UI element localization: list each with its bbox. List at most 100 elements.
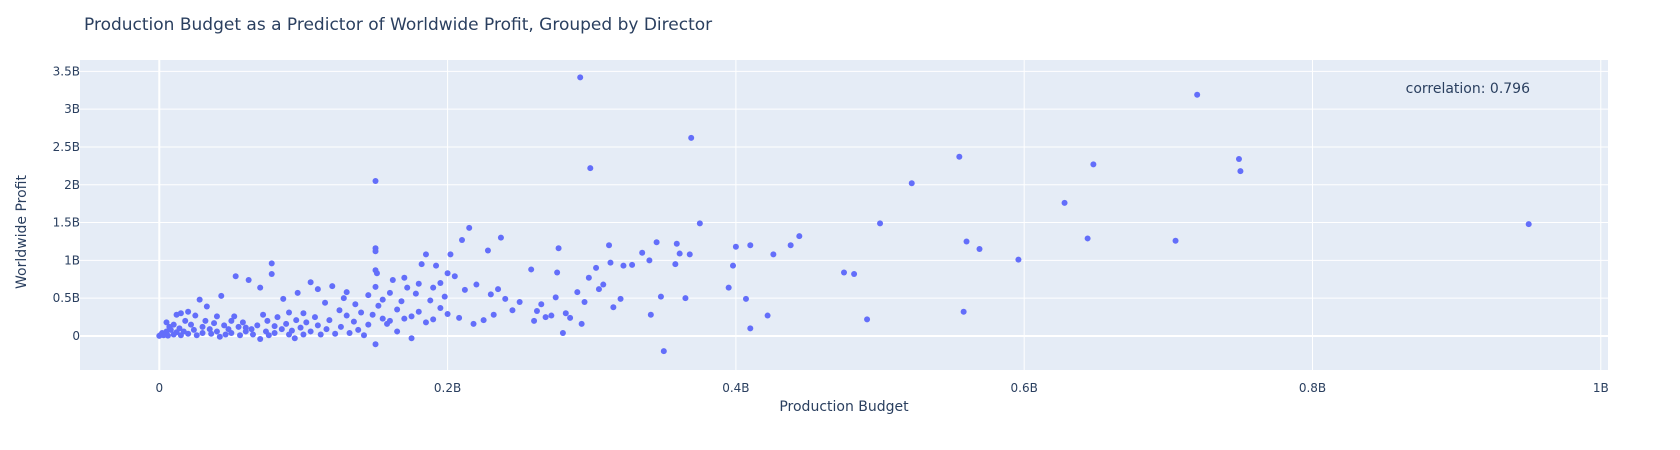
data-point xyxy=(531,317,538,324)
data-point xyxy=(213,328,220,335)
data-point xyxy=(163,319,170,326)
data-point xyxy=(660,348,667,355)
data-point xyxy=(211,320,218,327)
data-point xyxy=(358,309,365,316)
data-point xyxy=(908,180,915,187)
chart-title: Production Budget as a Predictor of Worl… xyxy=(84,15,712,35)
data-point xyxy=(574,289,581,296)
data-point xyxy=(208,330,215,337)
data-point xyxy=(1525,221,1532,228)
data-point xyxy=(202,317,209,324)
data-point xyxy=(249,331,256,338)
data-point xyxy=(280,295,287,302)
data-point xyxy=(538,301,545,308)
data-point xyxy=(326,317,333,324)
data-point xyxy=(606,242,613,249)
data-point xyxy=(976,246,983,253)
data-point xyxy=(533,308,540,315)
data-point xyxy=(170,321,177,328)
data-point xyxy=(473,281,480,288)
data-point xyxy=(365,321,372,328)
data-point xyxy=(595,286,602,293)
y-tick-label: 0 xyxy=(72,329,80,343)
data-point xyxy=(418,261,425,268)
data-point xyxy=(248,326,255,333)
data-point xyxy=(437,305,444,311)
data-point xyxy=(257,284,264,291)
data-point xyxy=(796,233,803,240)
data-point xyxy=(1235,156,1242,163)
data-point xyxy=(647,311,654,318)
data-point xyxy=(164,332,171,339)
data-point xyxy=(372,177,379,184)
data-point xyxy=(960,308,967,315)
plot-area xyxy=(80,60,1608,370)
y-tick-label: 1.5B xyxy=(53,216,80,230)
data-point xyxy=(1015,256,1022,263)
data-point xyxy=(322,299,329,306)
data-point xyxy=(196,296,203,303)
data-point xyxy=(686,251,693,258)
data-point xyxy=(199,323,206,330)
data-point xyxy=(278,326,285,333)
data-point xyxy=(307,328,314,335)
data-point xyxy=(653,239,660,246)
data-point xyxy=(352,301,359,308)
data-point xyxy=(610,304,617,311)
data-point xyxy=(365,292,372,299)
x-tick-label: 0.4B xyxy=(722,381,749,395)
data-point xyxy=(447,251,454,258)
data-point xyxy=(559,329,566,336)
data-point xyxy=(218,292,225,299)
data-point xyxy=(303,319,310,326)
data-point xyxy=(297,324,304,331)
data-point xyxy=(676,250,683,257)
data-point xyxy=(293,317,300,324)
x-tick-label: 0 xyxy=(155,381,163,395)
data-point xyxy=(444,311,451,318)
data-point xyxy=(323,326,330,333)
data-point xyxy=(231,313,238,320)
data-point xyxy=(216,333,223,340)
data-point xyxy=(369,311,376,318)
data-point xyxy=(346,329,353,336)
data-point xyxy=(1194,91,1201,98)
data-point xyxy=(329,283,336,290)
data-point xyxy=(404,284,411,291)
data-point xyxy=(502,295,509,302)
data-point xyxy=(688,134,695,141)
data-point xyxy=(864,316,871,323)
data-point xyxy=(203,303,210,310)
data-point xyxy=(372,283,379,290)
data-point xyxy=(408,313,415,320)
data-point xyxy=(1061,199,1068,206)
data-point xyxy=(206,326,213,333)
data-point xyxy=(260,311,267,318)
data-point xyxy=(1090,161,1097,168)
data-point xyxy=(271,329,278,336)
data-point xyxy=(311,314,318,321)
data-point xyxy=(300,310,307,317)
data-point xyxy=(497,234,504,241)
data-point xyxy=(587,165,594,172)
data-point xyxy=(487,291,494,298)
data-point xyxy=(355,326,362,333)
data-point xyxy=(245,277,252,284)
y-gridlines xyxy=(80,70,1608,337)
data-point xyxy=(415,308,422,315)
data-point xyxy=(577,74,584,81)
y-tick-label: 1B xyxy=(64,253,80,267)
data-point xyxy=(639,249,646,256)
data-point xyxy=(963,238,970,245)
data-point xyxy=(274,314,281,321)
data-point xyxy=(300,331,307,338)
data-point xyxy=(430,316,437,323)
data-point xyxy=(167,326,174,333)
data-point xyxy=(1172,237,1179,244)
data-point xyxy=(257,336,264,342)
data-point xyxy=(332,330,339,337)
data-point xyxy=(552,294,559,301)
data-point xyxy=(851,270,858,277)
data-point xyxy=(286,309,293,316)
